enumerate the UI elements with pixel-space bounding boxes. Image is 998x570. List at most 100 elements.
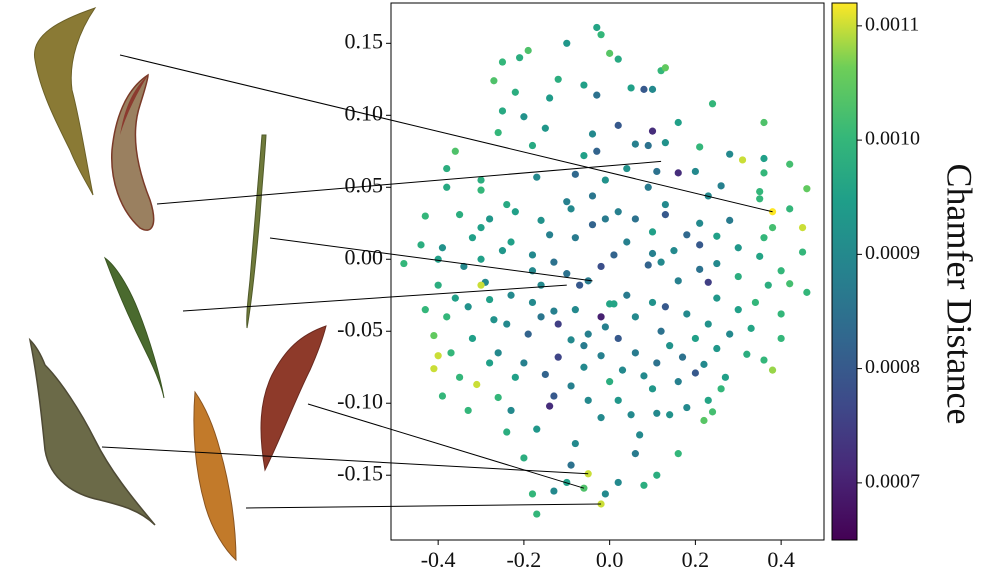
scatter-point [623, 291, 631, 299]
scatter-point [653, 471, 661, 479]
scatter-point [614, 208, 622, 216]
scatter-point [588, 192, 597, 200]
scatter-point [661, 211, 669, 219]
scatter-point [494, 349, 502, 357]
leaf-thumb-3 [246, 134, 267, 329]
scatter-point [678, 353, 687, 361]
scatter-point [541, 370, 549, 379]
y-tick-label: 0.00 [345, 244, 384, 269]
scatter-point [623, 238, 631, 246]
scatter-point [696, 219, 704, 227]
scatter-point [554, 75, 562, 83]
scatter-point [597, 313, 605, 321]
scatter-point [786, 280, 794, 288]
scatter-point [597, 352, 605, 360]
plot-frame [390, 2, 825, 541]
scatter-point [468, 334, 477, 343]
scatter-point [400, 259, 408, 268]
scatter-point [601, 323, 609, 331]
y-tick-label: -0.05 [337, 316, 383, 341]
scatter-point [674, 450, 682, 458]
scatter-point [614, 121, 622, 129]
scatter-point [580, 81, 588, 89]
scatter-point [507, 291, 515, 299]
connector-line [182, 284, 567, 312]
y-tick-label: 0.05 [345, 172, 384, 197]
scatter-point [486, 295, 494, 304]
scatter-point [511, 373, 519, 381]
scatter-point [503, 428, 511, 436]
scatter-point [726, 216, 734, 224]
x-tick-label: -0.2 [506, 547, 541, 570]
scatter-point [640, 481, 648, 489]
scatter-point [803, 288, 811, 296]
scatter-point [631, 450, 639, 458]
scatter-point [554, 353, 562, 361]
y-axis: 0.15 0.10 0.05 0.00 -0.05 -0.10 -0.15 [337, 28, 391, 485]
scatter-point [648, 85, 657, 93]
scatter-point [708, 408, 717, 416]
scatter-point [786, 160, 794, 168]
scatter-point [473, 380, 481, 389]
scatter-point [636, 431, 644, 439]
scatter-point [798, 223, 807, 232]
scatter-point [777, 334, 785, 343]
leaf-thumb-7 [193, 390, 237, 562]
scatter-point [648, 298, 657, 307]
scatter-point [520, 359, 528, 367]
scatter-point [683, 310, 691, 318]
scatter-point [704, 396, 712, 404]
scatter-point [674, 118, 682, 127]
y-tick-label: 0.10 [345, 100, 384, 125]
scatter-point [571, 170, 579, 178]
scatter-point [550, 487, 558, 495]
scatter-point [567, 382, 575, 390]
scatter-point [477, 186, 485, 194]
scatter-point [666, 411, 674, 419]
connector-line [307, 403, 585, 489]
scatter-point [550, 258, 558, 266]
scatter-point [606, 378, 614, 386]
scatter-point [498, 107, 507, 115]
scatter-point [498, 58, 507, 66]
connector-line [269, 237, 593, 282]
scatter-point [704, 278, 712, 286]
scatter-point [648, 249, 657, 258]
scatter-point [768, 223, 777, 232]
scatter-point [756, 195, 764, 203]
scatter-point [417, 241, 425, 249]
scatter-point [601, 215, 609, 223]
scatter-point [563, 478, 571, 487]
scatter-point [756, 187, 764, 196]
x-tick-label: 0.2 [682, 547, 710, 570]
scatter-point [674, 378, 682, 386]
scatter-point [528, 251, 537, 259]
connector-line [156, 160, 662, 205]
scatter-point [455, 211, 464, 219]
scatter-point [524, 46, 532, 55]
y-tick-label: -0.10 [337, 388, 383, 413]
scatter-point [708, 100, 717, 108]
scatter-point [760, 169, 768, 177]
connector-line [119, 54, 773, 213]
scatter-point [460, 262, 468, 271]
scatter-point [477, 176, 485, 184]
scatter-point [550, 307, 558, 315]
scatter-point [546, 94, 554, 102]
scatter-point [588, 130, 597, 138]
leaf-thumb-2 [111, 73, 155, 231]
colorbar-tick-label: 0.0008 [865, 356, 920, 378]
scatter-point [627, 411, 635, 419]
colorbar-ticks: 0.0011 0.0010 0.0009 0.0008 0.0007 [857, 13, 920, 492]
scatter-point [760, 118, 768, 127]
scatter-point [421, 306, 429, 314]
scatter-point [571, 439, 579, 448]
scatter-point [721, 373, 729, 381]
scatter-point [546, 231, 554, 239]
scatter-point [674, 169, 682, 177]
scatter-point [567, 205, 575, 213]
scatter-point [443, 183, 451, 191]
scatter-point [726, 150, 734, 158]
scatter-point [760, 234, 768, 242]
scatter-point [657, 327, 665, 335]
